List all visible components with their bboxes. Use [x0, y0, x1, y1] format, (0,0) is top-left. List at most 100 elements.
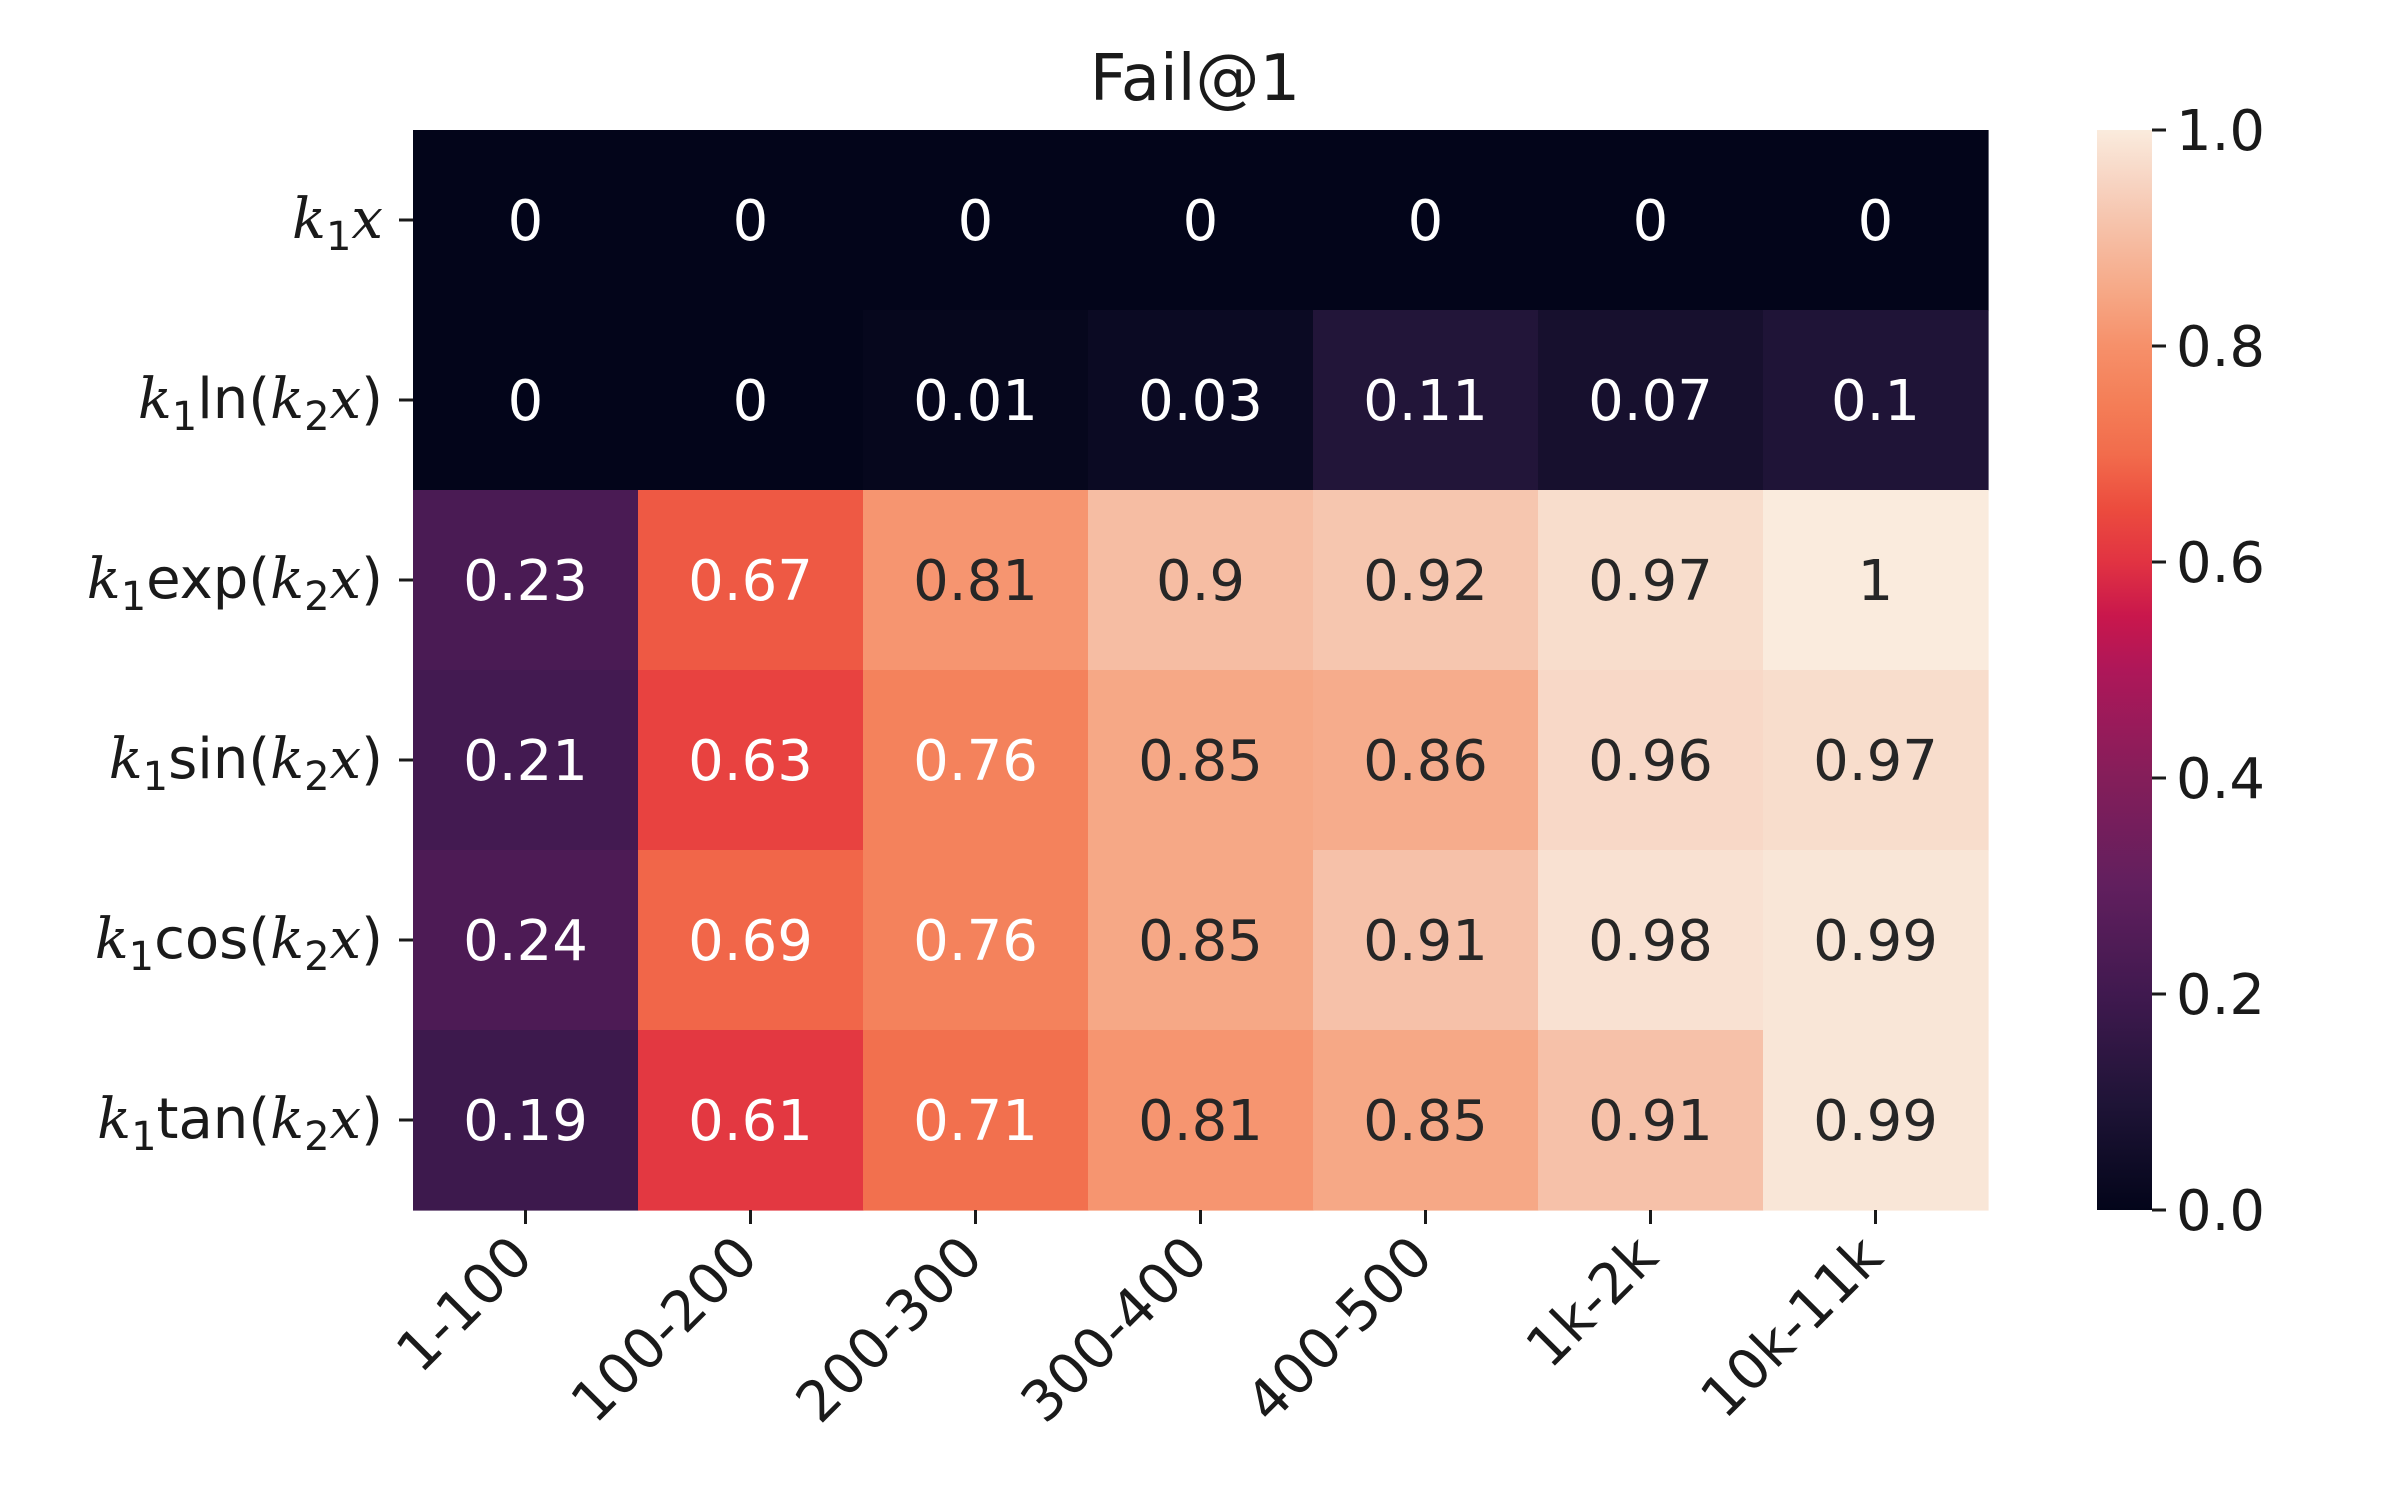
cell-value-label: 0.99 [1813, 1089, 1938, 1154]
colorbar-tick-label: 0.6 [2176, 531, 2265, 596]
cell-value-label: 0 [733, 189, 769, 254]
heatmap-cell-r0-c0 [413, 130, 639, 311]
x-tick-label: 200-300 [784, 1224, 995, 1435]
heatmap-cell-r2-c3 [1088, 490, 1314, 671]
cell-value-label: 0.71 [913, 1089, 1038, 1154]
heatmap-cell-r5-c2 [863, 1030, 1089, 1211]
heatmap-cell-r1-c0 [413, 310, 639, 491]
cell-value-label: 0.86 [1363, 729, 1488, 794]
heatmap-cell-r0-c2 [863, 130, 1089, 311]
y-tick-label-k1x: k1x [292, 187, 383, 260]
heatmap-cell-r1-c4 [1313, 310, 1539, 491]
cell-value-label: 0.21 [463, 729, 588, 794]
heatmap-cell-r0-c3 [1088, 130, 1314, 311]
cell-value-label: 0.61 [688, 1089, 813, 1154]
heatmap-cell-r0-c6 [1763, 130, 1989, 311]
cell-value-label: 0 [958, 189, 994, 254]
cell-value-label: 0.19 [463, 1089, 588, 1154]
cell-value-label: 0 [508, 189, 544, 254]
cell-value-label: 0.97 [1588, 549, 1713, 614]
cell-value-label: 0.85 [1363, 1089, 1488, 1154]
colorbar [2097, 130, 2152, 1210]
cell-value-label: 0.01 [913, 369, 1038, 434]
cell-value-label: 0.1 [1831, 369, 1920, 434]
heatmap-cell-r4-c6 [1763, 850, 1989, 1031]
cell-value-label: 0.76 [913, 909, 1038, 974]
cell-value-label: 0.92 [1363, 549, 1488, 614]
heatmap-cell-r4-c1 [638, 850, 864, 1031]
heatmap-cell-r5-c0 [413, 1030, 639, 1211]
heatmap-cell-r4-c2 [863, 850, 1089, 1031]
heatmap-cell-r1-c3 [1088, 310, 1314, 491]
cell-value-label: 0.97 [1813, 729, 1938, 794]
heatmap-cell-r3-c1 [638, 670, 864, 851]
cell-value-label: 0.03 [1138, 369, 1263, 434]
x-tick-label: 400-500 [1234, 1224, 1445, 1435]
x-tick-label: 300-400 [1009, 1224, 1220, 1435]
x-tick-label: 100-200 [559, 1224, 770, 1435]
cell-value-label: 0.81 [913, 549, 1038, 614]
cell-value-label: 0.81 [1138, 1089, 1263, 1154]
cell-value-label: 0.91 [1363, 909, 1488, 974]
y-tick-label-k1exp: k1exp(k2x) [87, 547, 383, 620]
heatmap-cell-r3-c6 [1763, 670, 1989, 851]
cell-value-label: 0.96 [1588, 729, 1713, 794]
cell-value-label: 0.63 [688, 729, 813, 794]
cell-value-label: 0 [508, 369, 544, 434]
heatmap-cell-r2-c4 [1313, 490, 1539, 671]
heatmap-cell-r4-c4 [1313, 850, 1539, 1031]
heatmap-cell-r2-c0 [413, 490, 639, 671]
colorbar-tick-label: 0.8 [2176, 315, 2265, 380]
heatmap-cell-r1-c2 [863, 310, 1089, 491]
heatmap-cell-r2-c1 [638, 490, 864, 671]
heatmap-cell-r5-c4 [1313, 1030, 1539, 1211]
cell-value-label: 0.85 [1138, 729, 1263, 794]
heatmap-cell-r3-c2 [863, 670, 1089, 851]
heatmap-cell-r2-c2 [863, 490, 1089, 671]
heatmap-cell-r4-c3 [1088, 850, 1314, 1031]
colorbar-tick-label: 0.2 [2176, 963, 2265, 1028]
heatmap-cell-r5-c5 [1538, 1030, 1764, 1211]
heatmap-cell-r2-c5 [1538, 490, 1764, 671]
heatmap-cell-r3-c4 [1313, 670, 1539, 851]
heatmap-cell-r5-c6 [1763, 1030, 1989, 1211]
cell-value-label: 0 [1858, 189, 1894, 254]
cell-value-label: 0.9 [1156, 549, 1245, 614]
heatmap-cell-r0-c4 [1313, 130, 1539, 311]
heatmap-cell-r3-c3 [1088, 670, 1314, 851]
x-tick-label: 1k-2k [1514, 1224, 1671, 1381]
y-tick-label-k1ln: k1ln(k2x) [138, 367, 383, 440]
heatmap-cell-r5-c1 [638, 1030, 864, 1211]
cell-value-label: 0.24 [463, 909, 588, 974]
heatmap-cell-r1-c6 [1763, 310, 1989, 491]
cell-value-label: 0 [1408, 189, 1444, 254]
y-tick-label-k1tan: k1tan(k2x) [97, 1087, 383, 1160]
colorbar-tick-label: 0.4 [2176, 747, 2265, 812]
x-tick-label: 10k-11k [1689, 1224, 1896, 1431]
cell-value-label: 0.91 [1588, 1089, 1713, 1154]
heatmap-cell-r0-c1 [638, 130, 864, 311]
heatmap-cell-r4-c0 [413, 850, 639, 1031]
y-tick-label-k1sin: k1sin(k2x) [109, 727, 383, 800]
cell-value-label: 0 [733, 369, 769, 434]
cell-value-label: 0.98 [1588, 909, 1713, 974]
cell-value-label: 1 [1858, 549, 1894, 614]
colorbar-tick-label: 1.0 [2176, 99, 2265, 164]
cell-value-label: 0.23 [463, 549, 588, 614]
cell-value-label: 0.07 [1588, 369, 1713, 434]
heatmap-cell-r3-c5 [1538, 670, 1764, 851]
heatmap-cell-r1-c5 [1538, 310, 1764, 491]
heatmap-cell-r2-c6 [1763, 490, 1989, 671]
heatmap-cell-r0-c5 [1538, 130, 1764, 311]
chart-title: Fail@1 [1090, 42, 1300, 116]
colorbar-tick-label: 0.0 [2176, 1179, 2265, 1244]
heatmap-cell-r1-c1 [638, 310, 864, 491]
cell-value-label: 0.85 [1138, 909, 1263, 974]
heatmap-cell-r5-c3 [1088, 1030, 1314, 1211]
x-tick-label: 1-100 [384, 1224, 545, 1385]
heatmap-cell-r3-c0 [413, 670, 639, 851]
y-tick-label-k1cos: k1cos(k2x) [95, 907, 383, 980]
cell-value-label: 0.76 [913, 729, 1038, 794]
